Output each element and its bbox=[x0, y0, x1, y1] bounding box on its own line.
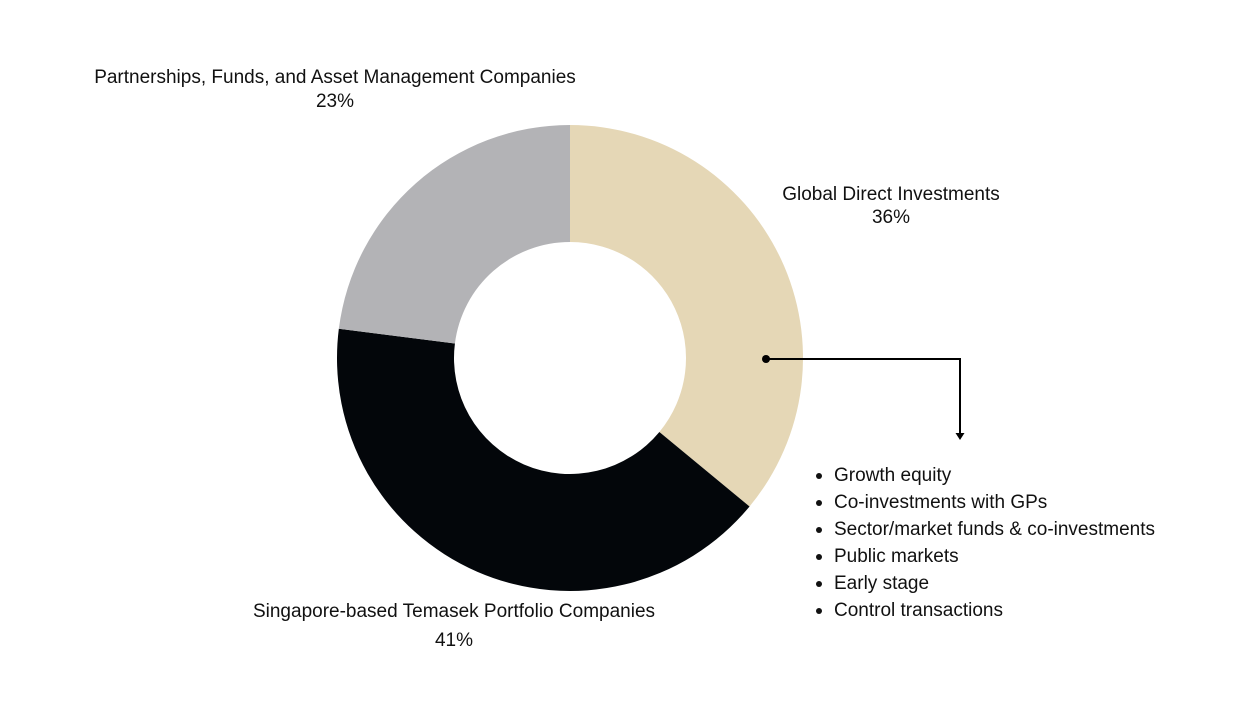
slice-label-singapore-value: 41% bbox=[434, 630, 474, 651]
slice-label-singapore-name: Singapore-based Temasek Portfolio Compan… bbox=[252, 601, 656, 622]
slice-global-direct-investments bbox=[570, 125, 804, 507]
slice-label-global-direct: Global Direct Investments 36% bbox=[754, 183, 1028, 229]
callout-item: Early stage bbox=[815, 570, 1155, 597]
connector-arrowhead bbox=[955, 433, 965, 440]
callout-item: Co-investments with GPs bbox=[815, 489, 1155, 516]
slice-label-partnerships: Partnerships, Funds, and Asset Managemen… bbox=[79, 66, 591, 114]
callout-connector bbox=[762, 355, 965, 440]
connector-line bbox=[766, 358, 961, 434]
donut-slices bbox=[336, 125, 804, 592]
callout-bullet-list: Growth equity Co-investments with GPs Se… bbox=[815, 462, 1155, 624]
slice-label-partnerships-value: 23% bbox=[315, 91, 355, 112]
slice-label-global-direct-value: 36% bbox=[871, 207, 911, 228]
slice-singapore-based-temasek-portfolio-companies bbox=[336, 328, 750, 592]
callout-item: Growth equity bbox=[815, 462, 1155, 489]
callout-item: Public markets bbox=[815, 543, 1155, 570]
callout-item: Sector/market funds & co-investments bbox=[815, 516, 1155, 543]
slice-label-singapore: Singapore-based Temasek Portfolio Compan… bbox=[232, 597, 676, 655]
slice-label-partnerships-name: Partnerships, Funds, and Asset Managemen… bbox=[94, 67, 576, 88]
callout-item: Control transactions bbox=[815, 597, 1155, 624]
slice-partnerships-funds-and-asset-management-companies bbox=[338, 125, 570, 344]
slice-label-global-direct-name: Global Direct Investments bbox=[782, 184, 1000, 205]
